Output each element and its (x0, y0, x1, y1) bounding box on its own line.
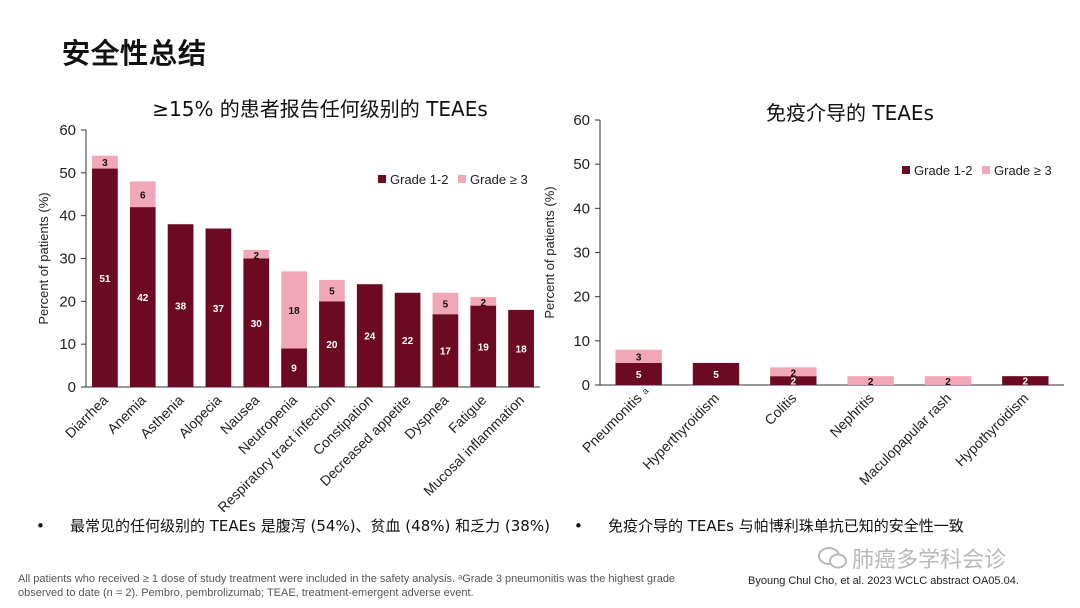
data-label: 19 (478, 342, 490, 353)
legend-label: Grade ≥ 3 (994, 163, 1052, 178)
bar-grade-1-2 (770, 376, 817, 385)
bar-grade-1-2 (243, 258, 270, 387)
bar-grade-1-2 (508, 309, 534, 387)
y-tick-label: 40 (573, 200, 590, 217)
data-label: 37 (213, 304, 225, 315)
bar-grade-1-2 (692, 362, 740, 385)
y-tick-label: 50 (573, 156, 590, 173)
bullet-left-text: 最常见的任何级别的 TEAEs 是腹泻 (54%)、贫血 (48%) 和乏力 (… (70, 517, 550, 535)
bar-grade-3plus (847, 376, 894, 385)
data-label: 3 (636, 352, 642, 363)
bullet-dot: • (574, 517, 583, 535)
y-tick-label: 60 (59, 122, 76, 139)
bar-grade-1-2 (356, 284, 383, 387)
bar-grade-3plus (92, 155, 118, 169)
y-tick-label: 40 (59, 208, 76, 225)
data-label: 5 (636, 370, 642, 381)
data-label: 38 (175, 302, 187, 313)
data-label: 5 (713, 370, 719, 381)
legend-label: Grade 1-2 (390, 172, 449, 187)
legend-swatch (982, 166, 990, 174)
bar-grade-3plus (432, 292, 459, 315)
bar-grade-1-2 (129, 207, 156, 387)
data-label: 2 (791, 377, 797, 388)
bar-grade-3plus (281, 271, 307, 349)
data-label: 9 (291, 364, 297, 375)
footnote: All patients who received ≥ 1 dose of st… (18, 573, 676, 599)
data-label: 18 (516, 344, 528, 355)
bar-grade-1-2 (167, 224, 194, 387)
x-tick-label: Colitis (761, 390, 799, 428)
y-tick-label: 30 (59, 251, 76, 268)
y-axis-label: Percent of patients (%) (542, 186, 557, 318)
data-label: 6 (140, 190, 146, 201)
x-tick-label: Diarrhea (62, 392, 111, 441)
y-tick-label: 30 (573, 245, 590, 262)
y-tick-label: 50 (59, 165, 76, 182)
data-label: 22 (402, 336, 414, 347)
data-label: 2 (253, 251, 259, 262)
watermark: 肺癌多学科会诊 (852, 548, 1007, 573)
legend-swatch (378, 175, 386, 183)
x-tick-superscript: a (640, 386, 651, 397)
y-tick-label: 10 (59, 336, 76, 353)
bullet-dot: • (36, 517, 45, 535)
bar-grade-3plus (770, 367, 817, 377)
bar-grade-1-2 (615, 362, 662, 385)
bar-grade-1-2 (394, 292, 421, 387)
x-tick-label: Alopecia (175, 392, 224, 441)
page-title: 安全性总结 (62, 37, 208, 70)
data-label: 5 (329, 287, 335, 298)
data-label: 20 (326, 340, 338, 351)
data-label: 3 (102, 158, 108, 169)
x-tick-label: Hyperthyroidism (639, 390, 722, 473)
bar-grade-3plus (615, 349, 662, 363)
bar-grade-1-2 (92, 168, 118, 387)
bar-grade-1-2 (432, 314, 459, 387)
y-tick-label: 20 (573, 289, 590, 306)
data-label: 18 (289, 306, 301, 317)
legend-label: Grade ≥ 3 (470, 172, 528, 187)
chart1-teae-any-grade: 0 10 20 30 40 50 60 Percent of patients (%) 51 3 D… (36, 122, 540, 512)
bar-grade-1-2 (319, 301, 345, 387)
bar-grade-1-2 (1002, 376, 1049, 385)
legend-swatch (902, 166, 910, 174)
y-tick-label: 0 (582, 377, 590, 394)
y-tick-label: 0 (68, 379, 76, 396)
bar-grade-1-2 (281, 348, 307, 387)
bar-grade-3plus (129, 181, 156, 208)
data-label: 2 (480, 298, 486, 309)
data-label: 2 (1023, 377, 1029, 388)
data-label: 24 (364, 332, 376, 343)
data-label: 2 (791, 368, 797, 379)
bullet-right-text: 免疫介导的 TEAEs 与帕博利珠单抗已知的安全性一致 (608, 517, 964, 535)
chart1-title: ≥15% 的患者报告任何级别的 TEAEs (152, 97, 488, 121)
data-label: 42 (137, 293, 149, 304)
citation: Byoung Chul Cho, et al. 2023 WCLC abstra… (748, 575, 1019, 587)
y-tick-label: 20 (59, 293, 76, 310)
data-label: 5 (443, 299, 449, 310)
legend-label: Grade 1-2 (914, 163, 973, 178)
y-tick-label: 60 (573, 112, 590, 129)
x-tick-label: Nephritis (826, 390, 876, 440)
data-label: 2 (945, 377, 951, 388)
chart2-title: 免疫介导的 TEAEs (766, 101, 934, 125)
data-label: 51 (99, 274, 111, 285)
y-tick-label: 10 (573, 333, 590, 350)
bar-grade-1-2 (205, 228, 232, 387)
chart2-immune-teae: 0 10 20 30 40 50 60 Percent of patients (%) 5 3 Pn… (542, 112, 1064, 488)
legend-swatch (458, 175, 466, 183)
bar-grade-3plus (924, 376, 972, 385)
bar-grade-3plus (319, 279, 345, 302)
bar-grade-1-2 (470, 305, 497, 387)
data-label: 30 (251, 319, 263, 330)
data-label: 17 (440, 347, 452, 358)
bar-grade-3plus (470, 297, 497, 306)
x-tick-label: Hypothyroidism (952, 390, 1032, 470)
x-tick-label: Pneumonitis (579, 390, 645, 456)
y-axis-label: Percent of patients (%) (36, 192, 51, 324)
bar-grade-3plus (243, 249, 270, 259)
wechat-icon (818, 547, 847, 569)
data-label: 2 (868, 377, 874, 388)
